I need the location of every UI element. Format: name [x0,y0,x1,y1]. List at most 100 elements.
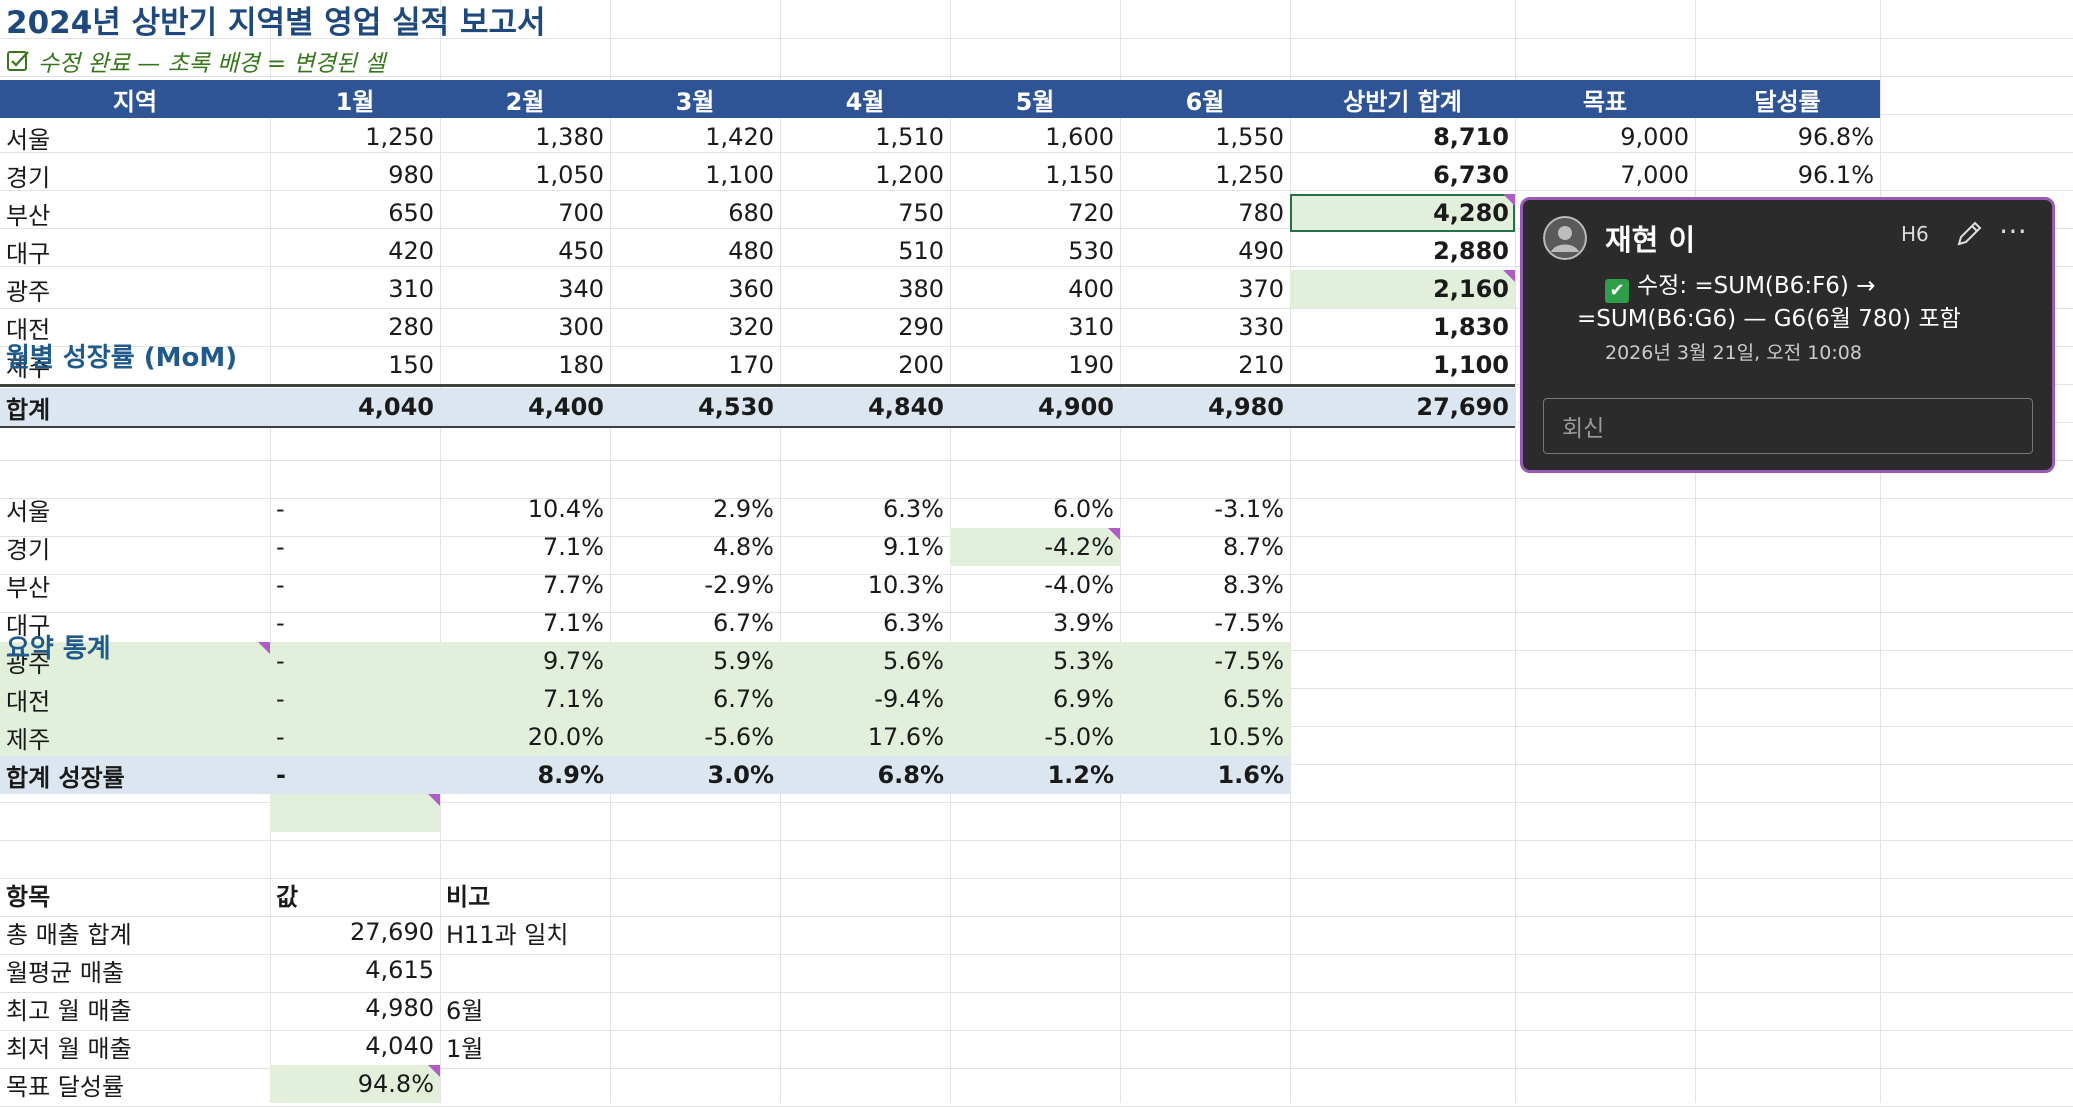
growth-total-cell[interactable]: 1.6% [1120,756,1290,794]
month-sales-cell[interactable]: 510 [898,237,944,265]
growth-value-cell[interactable]: 10.3% [867,571,944,599]
growth-value-cell[interactable]: 6.0% [1053,495,1114,523]
month-sales-cell[interactable]: 1,420 [705,123,774,151]
growth-value-cell[interactable]: -9.4% [780,680,950,718]
summary-header[interactable]: 항목 [6,882,51,911]
column-header[interactable]: 지역 [0,80,270,118]
month-sales-cell[interactable]: 700 [558,199,604,227]
summary-value[interactable]: 94.8% [270,1065,440,1103]
region-cell[interactable]: 광주 [6,277,51,306]
growth-value-cell[interactable]: - [276,571,285,599]
growth-value-cell[interactable]: 8.3% [1223,571,1284,599]
column-header[interactable]: 달성률 [1695,80,1880,118]
half-total-cell[interactable]: 1,100 [1433,351,1509,379]
month-total-cell[interactable]: 4,980 [1120,388,1290,426]
growth-value-cell[interactable]: 7.7% [543,571,604,599]
month-sales-cell[interactable]: 1,250 [365,123,434,151]
growth-total-cell[interactable]: 1.2% [950,756,1120,794]
summary-value[interactable]: 4,040 [365,1032,434,1060]
month-total-cell[interactable]: 4,840 [780,388,950,426]
growth-value-cell[interactable]: 6.7% [713,609,774,637]
achievement-cell[interactable]: 96.1% [1797,161,1874,189]
target-cell[interactable]: 9,000 [1620,123,1689,151]
half-total-cell[interactable]: 2,880 [1433,237,1509,265]
changed-empty-cell[interactable] [270,794,440,832]
month-sales-cell[interactable]: 420 [388,237,434,265]
growth-value-cell[interactable]: - [276,495,285,523]
summary-note[interactable]: 6월 [446,996,484,1025]
region-cell[interactable]: 대구 [6,239,51,268]
more-horizontal-icon[interactable]: ⋯ [1999,214,2028,247]
month-sales-cell[interactable]: 1,550 [1215,123,1284,151]
growth-value-cell[interactable]: 7.1% [543,533,604,561]
region-cell[interactable]: 경기 [6,163,51,192]
growth-value-cell[interactable]: 7.1% [543,609,604,637]
growth-value-cell[interactable]: -7.5% [1120,642,1290,680]
month-sales-cell[interactable]: 750 [898,199,944,227]
month-sales-cell[interactable]: 380 [898,275,944,303]
summary-item[interactable]: 최고 월 매출 [6,996,132,1025]
month-sales-cell[interactable]: 400 [1068,275,1114,303]
summary-value[interactable]: 4,980 [365,994,434,1022]
column-header[interactable]: 1월 [270,80,440,118]
half-total-cell[interactable]: 1,830 [1433,313,1509,341]
month-sales-cell[interactable]: 320 [728,313,774,341]
month-total-cell[interactable]: 4,530 [610,388,780,426]
comment-marker-icon[interactable] [428,1065,440,1077]
summary-item[interactable]: 목표 달성률 [6,1072,125,1101]
growth-value-cell[interactable]: 10.4% [527,495,604,523]
month-sales-cell[interactable]: 780 [1238,199,1284,227]
month-sales-cell[interactable]: 170 [728,351,774,379]
month-total-cell[interactable]: 4,040 [270,388,440,426]
comment-marker-icon[interactable] [1503,194,1515,206]
summary-note[interactable] [440,951,610,989]
growth-value-cell[interactable]: 2.9% [713,495,774,523]
growth-value-cell[interactable]: -4.0% [1044,571,1114,599]
column-header[interactable]: 5월 [950,80,1120,118]
growth-value-cell[interactable]: -5.6% [610,718,780,756]
month-sales-cell[interactable]: 1,510 [875,123,944,151]
summary-value[interactable]: 27,690 [350,918,434,946]
growth-region-cell[interactable]: 광주 [0,642,270,680]
growth-value-cell[interactable]: -5.0% [950,718,1120,756]
comment-marker-icon[interactable] [1503,270,1515,282]
month-sales-cell[interactable]: 190 [1068,351,1114,379]
month-sales-cell[interactable]: 150 [388,351,434,379]
month-sales-cell[interactable]: 360 [728,275,774,303]
month-sales-cell[interactable]: 370 [1238,275,1284,303]
half-total-cell[interactable]: 8,710 [1433,123,1509,151]
month-sales-cell[interactable]: 1,150 [1045,161,1114,189]
month-sales-cell[interactable]: 340 [558,275,604,303]
pencil-icon[interactable] [1951,216,1987,252]
reply-input[interactable]: 회신 [1543,398,2033,454]
growth-value-cell[interactable]: -3.1% [1214,495,1284,523]
summary-note[interactable]: 1월 [446,1034,484,1063]
total-label[interactable]: 합계 [0,388,270,426]
growth-value-cell[interactable]: -4.2% [950,528,1120,566]
month-sales-cell[interactable]: 650 [388,199,434,227]
growth-region-cell[interactable]: 부산 [6,573,51,602]
month-sales-cell[interactable]: 1,100 [705,161,774,189]
month-sales-cell[interactable]: 980 [388,161,434,189]
comment-marker-icon[interactable] [1108,528,1120,540]
column-header[interactable]: 3월 [610,80,780,118]
month-sales-cell[interactable]: 720 [1068,199,1114,227]
month-sales-cell[interactable]: 1,200 [875,161,944,189]
growth-total-cell[interactable]: - [270,756,440,794]
summary-header[interactable]: 비고 [446,882,491,911]
column-header[interactable]: 2월 [440,80,610,118]
region-cell[interactable]: 부산 [6,201,51,230]
growth-region-cell[interactable]: 서울 [6,497,51,526]
growth-value-cell[interactable]: 6.5% [1120,680,1290,718]
growth-total-label[interactable]: 합계 성장률 [0,756,270,794]
growth-value-cell[interactable]: 5.3% [950,642,1120,680]
summary-note[interactable]: H11과 일치 [446,920,569,949]
growth-region-cell[interactable]: 제주 [0,718,270,756]
month-sales-cell[interactable]: 1,600 [1045,123,1114,151]
summary-value[interactable]: 4,615 [365,956,434,984]
month-sales-cell[interactable]: 310 [388,275,434,303]
month-total-cell[interactable]: 4,900 [950,388,1120,426]
growth-value-cell[interactable]: 10.5% [1120,718,1290,756]
comment-marker-icon[interactable] [258,642,270,654]
